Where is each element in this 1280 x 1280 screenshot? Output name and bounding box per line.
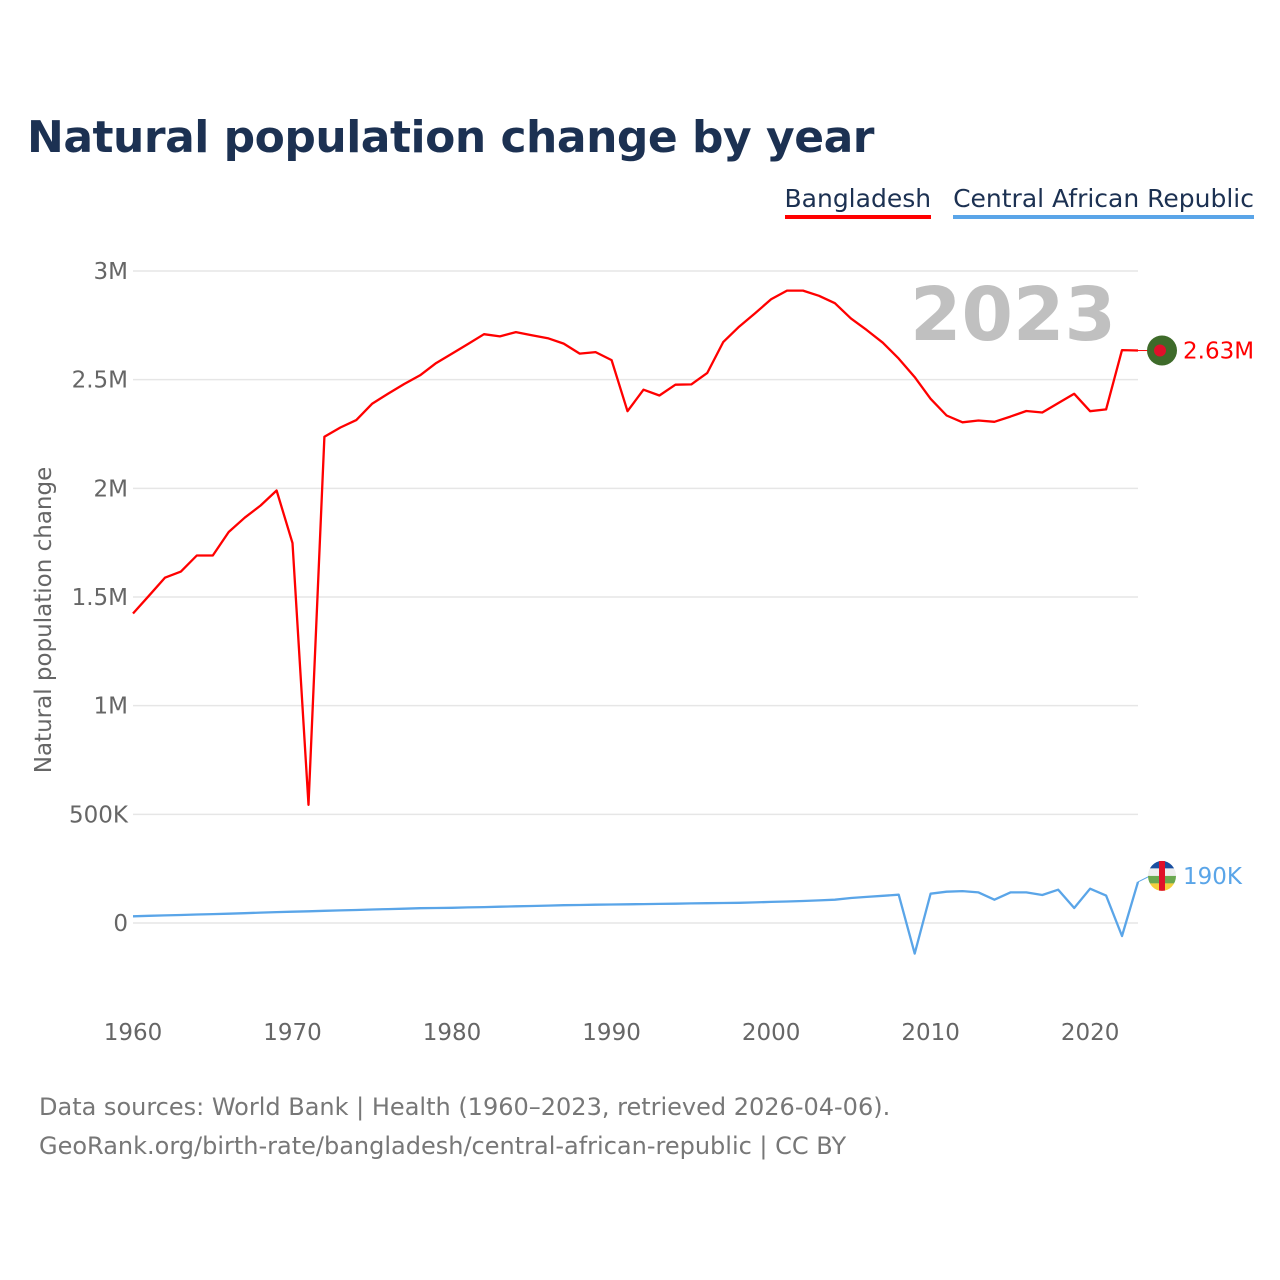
central-african-republic-flag-icon <box>1148 860 1176 891</box>
y-tick-label: 3M <box>94 259 128 285</box>
y-tick-label: 0 <box>113 911 128 937</box>
y-tick-label: 500K <box>69 802 129 828</box>
x-tick-label: 2020 <box>1061 1020 1120 1046</box>
end-connector <box>1137 875 1151 883</box>
x-tick-label: 1980 <box>423 1020 482 1046</box>
legend: Bangladesh Central African Republic <box>784 184 1254 219</box>
chart-title: Natural population change by year <box>27 112 874 163</box>
x-tick-label: 2000 <box>742 1020 801 1046</box>
y-tick-label: 2.5M <box>72 368 128 394</box>
x-tick-label: 1960 <box>104 1020 163 1046</box>
x-tick-label: 1970 <box>263 1020 322 1046</box>
legend-item-central-african-republic[interactable]: Central African Republic <box>953 184 1254 219</box>
footer: Data sources: World Bank | Health (1960–… <box>39 1088 890 1166</box>
y-axis-label: Natural population change <box>31 467 57 774</box>
y-tick-label: 1.5M <box>72 585 128 611</box>
x-tick-label: 2010 <box>901 1020 960 1046</box>
y-tick-label: 2M <box>94 476 128 502</box>
data-source-note: Data sources: World Bank | Health (1960–… <box>39 1093 891 1121</box>
line-chart: 0 500K 1M 1.5M 2M 2.5M 3M 1960 1970 1980 1990 2000 2… <box>31 259 1254 1046</box>
series-line-central-african-republic[interactable] <box>132 881 1140 955</box>
y-tick-label: 1M <box>94 694 128 720</box>
series-line-bangladesh[interactable] <box>132 289 1139 806</box>
end-value-label: 2.63M <box>1183 339 1254 365</box>
x-tick-label: 1990 <box>582 1020 641 1046</box>
year-display: 2023 <box>910 272 1116 358</box>
legend-item-bangladesh[interactable]: Bangladesh <box>784 184 932 219</box>
source-link[interactable]: GeoRank.org/birth-rate/bangladesh/centra… <box>39 1132 847 1160</box>
bangladesh-flag-icon <box>1147 335 1177 366</box>
end-value-label: 190K <box>1183 864 1243 890</box>
